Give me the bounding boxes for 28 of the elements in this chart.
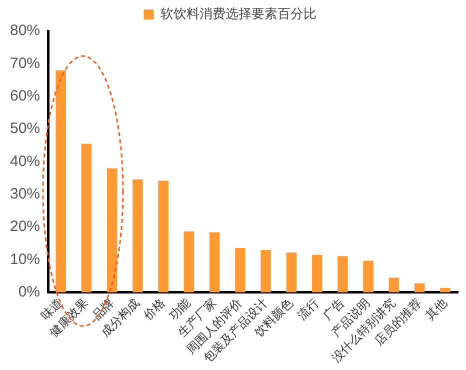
bar xyxy=(260,250,271,292)
y-tick-label: 30% xyxy=(10,186,40,203)
x-tick-label: 价格 xyxy=(140,296,168,324)
bar xyxy=(81,144,92,292)
y-tick-label: 60% xyxy=(10,87,40,104)
y-tick-label: 10% xyxy=(10,250,40,268)
legend-label: 软饮料消费选择要素百分比 xyxy=(160,6,316,22)
y-tick-label: 70% xyxy=(10,54,40,72)
x-tick-label: 流行 xyxy=(294,296,322,323)
x-tick-label: 其他 xyxy=(422,296,450,323)
bar xyxy=(235,248,246,292)
y-tick-label: 80% xyxy=(10,22,40,40)
bar xyxy=(338,256,348,292)
y-tick-label: 50% xyxy=(10,120,40,138)
bar xyxy=(414,283,425,292)
bar xyxy=(388,278,400,292)
y-tick-label: 20% xyxy=(10,218,40,236)
bar xyxy=(209,232,220,292)
bar xyxy=(312,254,322,292)
bar xyxy=(184,231,194,292)
y-tick-label: 0% xyxy=(18,284,40,301)
bar xyxy=(158,180,168,292)
bar xyxy=(286,252,297,292)
y-tick-label: 40% xyxy=(10,152,40,170)
bar xyxy=(132,179,143,292)
bar xyxy=(363,260,374,292)
bar xyxy=(106,168,118,292)
bar xyxy=(56,70,66,292)
